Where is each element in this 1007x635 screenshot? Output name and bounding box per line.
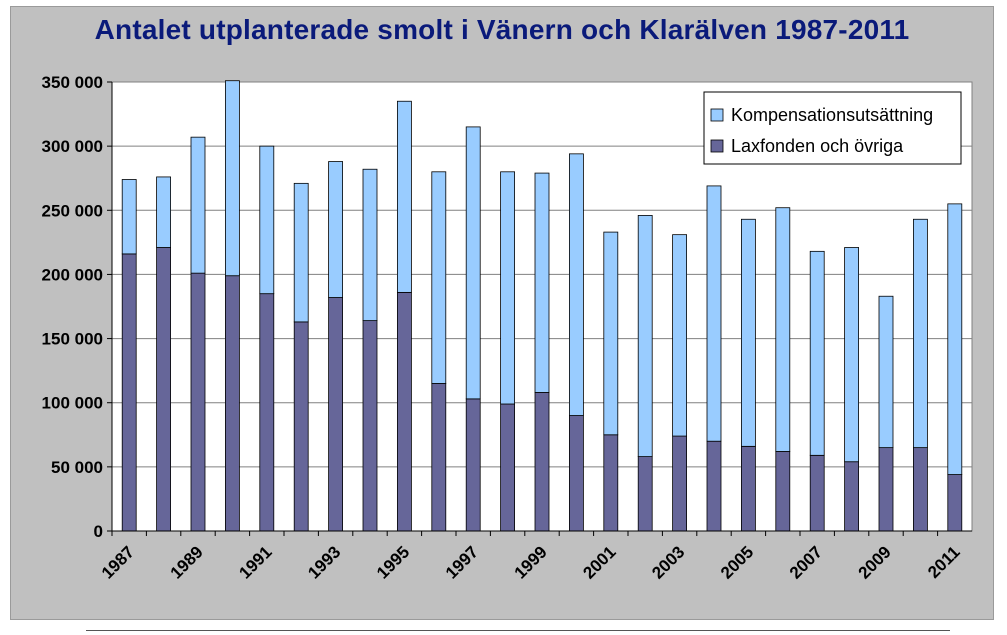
- y-tick-label: 200 000: [42, 265, 103, 284]
- y-tick-label: 0: [94, 522, 103, 541]
- bar-laxfonden: [947, 474, 963, 532]
- y-tick-label: 50 000: [51, 458, 103, 477]
- bar-laxfonden: [534, 392, 550, 532]
- bar-kompensation: [259, 145, 275, 295]
- bar-laxfonden: [224, 275, 240, 532]
- bar-kompensation: [362, 168, 378, 322]
- bar-kompensation: [224, 80, 240, 277]
- bar-kompensation: [465, 126, 481, 400]
- bar-laxfonden: [465, 398, 481, 532]
- bar-laxfonden: [844, 461, 859, 532]
- legend-box: [703, 91, 962, 165]
- x-tick-label: 1999: [511, 542, 551, 582]
- x-tick-label: 2001: [579, 542, 619, 582]
- x-tick-label: 2003: [648, 542, 688, 582]
- bar-kompensation: [328, 161, 344, 298]
- bar-laxfonden: [293, 321, 309, 532]
- bar-kompensation: [190, 136, 206, 274]
- bar-kompensation: [569, 153, 584, 416]
- bar-kompensation: [741, 218, 756, 447]
- x-tick-label: 1993: [304, 542, 344, 582]
- legend-label: Kompensationsutsättning: [731, 105, 933, 125]
- bar-laxfonden: [121, 253, 137, 532]
- bars-layer: [121, 80, 963, 532]
- x-tick-label: 2005: [717, 542, 757, 582]
- bar-laxfonden: [396, 291, 412, 532]
- bar-kompensation: [878, 295, 894, 449]
- x-tick-label: 1997: [442, 542, 482, 582]
- bar-kompensation: [844, 247, 859, 463]
- bar-laxfonden: [913, 447, 928, 532]
- x-tick-label: 1989: [167, 542, 207, 582]
- bar-laxfonden: [259, 293, 275, 532]
- legend-swatch: [710, 139, 724, 153]
- legend-label: Laxfonden och övriga: [731, 136, 904, 156]
- bar-kompensation: [603, 231, 619, 436]
- y-tick-label: 300 000: [42, 137, 103, 156]
- bar-laxfonden: [190, 272, 206, 532]
- bar-laxfonden: [775, 451, 791, 532]
- bar-kompensation: [809, 250, 825, 456]
- legend: Kompensationsutsättning Laxfonden och övr…: [703, 91, 962, 165]
- bar-laxfonden: [328, 297, 344, 532]
- x-tick-label: 1995: [373, 542, 413, 582]
- bar-laxfonden: [706, 440, 722, 532]
- bar-laxfonden: [741, 445, 756, 532]
- bar-kompensation: [396, 100, 412, 293]
- bar-kompensation: [293, 182, 309, 323]
- x-tick-label: 1991: [235, 542, 275, 582]
- bar-kompensation: [534, 172, 550, 393]
- bar-laxfonden: [878, 447, 894, 532]
- bar-laxfonden: [362, 320, 378, 532]
- bar-kompensation: [672, 234, 687, 437]
- footer-divider: [86, 630, 950, 631]
- x-tick-label: 2007: [786, 542, 826, 582]
- x-tick-label: 2009: [855, 542, 895, 582]
- bar-kompensation: [947, 203, 963, 475]
- bar-kompensation: [431, 171, 447, 384]
- y-tick-label: 250 000: [42, 201, 103, 220]
- bar-laxfonden: [637, 456, 653, 532]
- bar-kompensation: [913, 218, 928, 449]
- x-tick-label: 1987: [98, 542, 138, 582]
- y-tick-label: 350 000: [42, 73, 103, 92]
- bar-laxfonden: [603, 434, 619, 532]
- bar-laxfonden: [569, 415, 584, 532]
- x-tick-label: 2011: [924, 542, 964, 582]
- bar-kompensation: [775, 207, 791, 452]
- bar-kompensation: [637, 215, 653, 457]
- bar-laxfonden: [431, 383, 447, 532]
- bar-laxfonden: [500, 403, 516, 532]
- chart-title: Antalet utplanterade smolt i Vänern och …: [94, 14, 910, 45]
- bar-laxfonden: [809, 454, 825, 532]
- bar-laxfonden: [156, 247, 172, 532]
- y-tick-label: 150 000: [42, 330, 103, 349]
- legend-swatch: [710, 108, 724, 122]
- bar-kompensation: [500, 171, 516, 405]
- bar-kompensation: [121, 179, 137, 255]
- bar-kompensation: [156, 176, 172, 248]
- bar-kompensation: [706, 185, 722, 442]
- y-tick-label: 100 000: [42, 394, 103, 413]
- bar-laxfonden: [672, 435, 687, 532]
